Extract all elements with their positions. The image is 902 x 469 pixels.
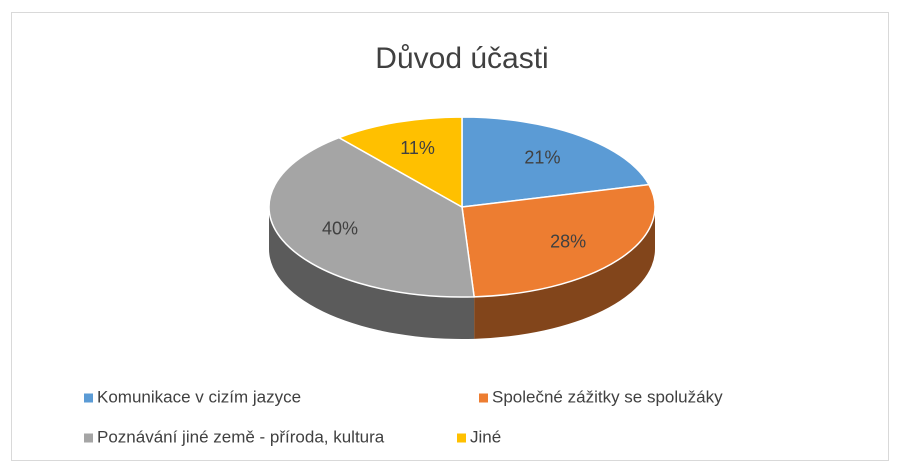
slice (268, 136, 475, 298)
slice (461, 116, 651, 208)
slice (337, 116, 463, 209)
legend-label: Společné zážitky se spolužáky (492, 387, 723, 406)
slice-side (474, 207, 655, 339)
legend-swatch (479, 393, 488, 403)
legend-label: Poznávání jiné země - příroda, kultura (97, 427, 385, 446)
slice-side (269, 207, 475, 339)
legend-label: Jiné (470, 427, 501, 446)
slice (461, 183, 656, 298)
legend-swatch (84, 433, 93, 443)
legend-swatch (84, 393, 93, 403)
legend-swatch (457, 433, 466, 443)
chart-title: Důvod účasti (375, 42, 548, 75)
legend-label: Komunikace v cizím jazyce (97, 387, 301, 406)
data-label: 40% (322, 218, 358, 238)
data-label: 11% (400, 138, 435, 158)
data-label: 28% (550, 232, 586, 252)
data-label: 21% (524, 147, 560, 167)
